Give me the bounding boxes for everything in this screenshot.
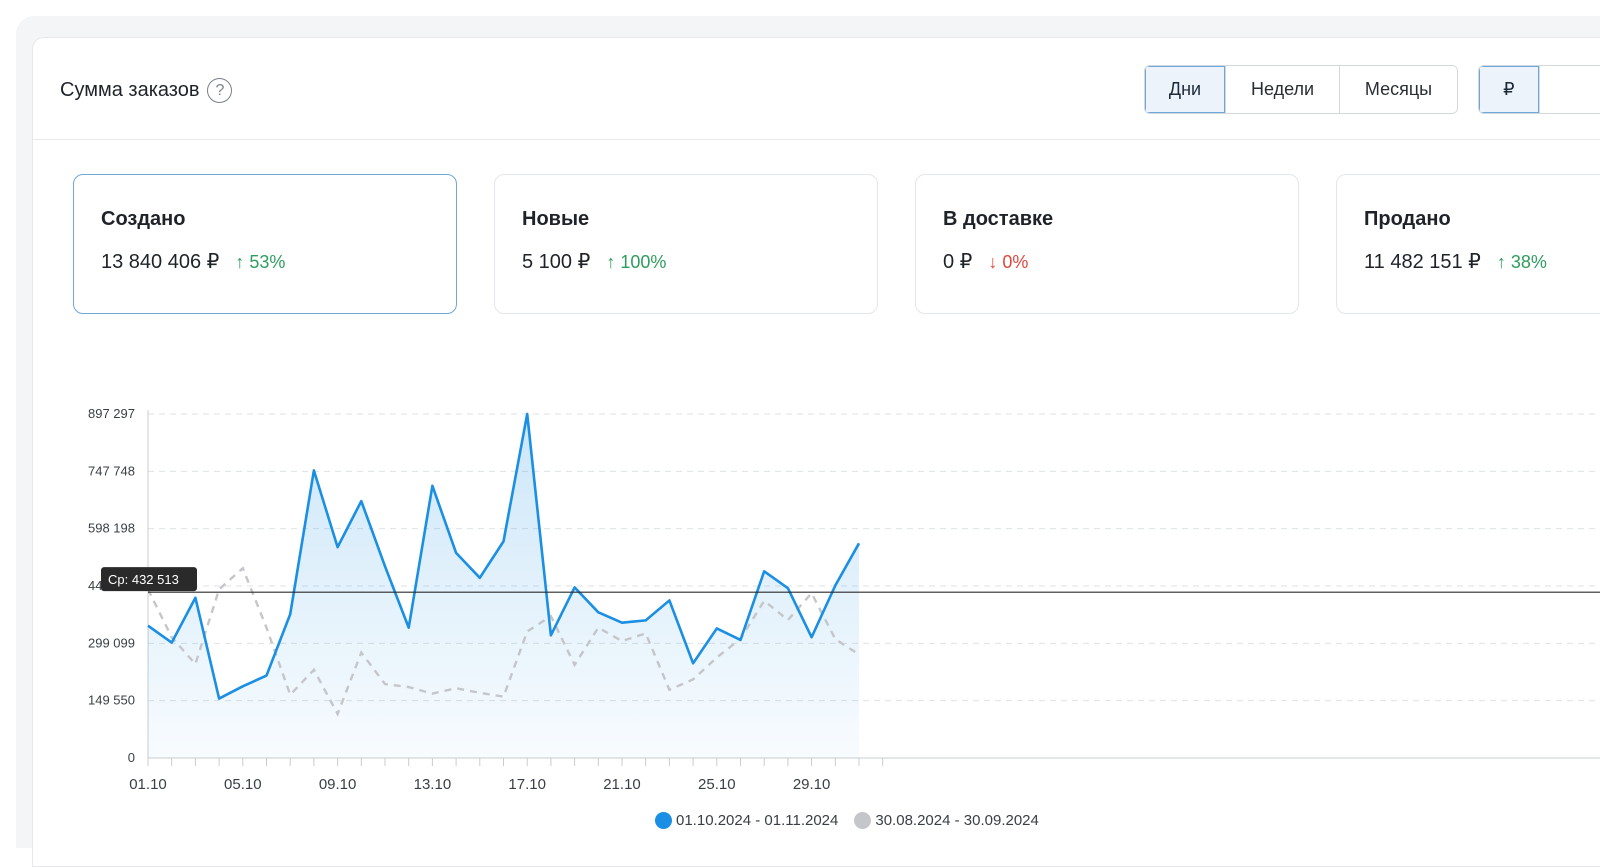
stat-delta: ↑ 100% (606, 252, 667, 272)
x-tick-label: 17.10 (508, 776, 546, 793)
widget-header: Сумма заказов ? Дни Недели Месяцы ₽ (33, 38, 1600, 140)
y-tick-label: 299 099 (88, 635, 135, 650)
period-days-button[interactable]: Дни (1145, 66, 1226, 113)
orders-sum-widget: Сумма заказов ? Дни Недели Месяцы ₽ Созд… (32, 37, 1600, 867)
y-tick-label: 149 550 (88, 693, 135, 708)
stat-card-new[interactable]: Новые 5 100 ₽ ↑ 100% (494, 174, 878, 314)
legend-item-previous[interactable]: 30.08.2024 - 30.09.2024 (854, 812, 1039, 829)
stat-card-sold[interactable]: Продано 11 482 151 ₽ ↑ 38% (1336, 174, 1600, 314)
stat-value: 11 482 151 ₽ (1364, 251, 1481, 273)
currency-other-button[interactable] (1539, 66, 1600, 113)
x-tick-label: 21.10 (603, 776, 641, 793)
y-tick-label: 0 (128, 750, 135, 765)
y-tick-label: 598 198 (88, 521, 135, 536)
period-months-button[interactable]: Месяцы (1340, 66, 1457, 113)
legend-dot-icon (854, 812, 872, 829)
x-tick-label: 29.10 (793, 776, 831, 793)
legend-label: 01.10.2024 - 01.11.2024 (676, 812, 839, 829)
stat-name: Новые (522, 208, 590, 230)
stat-name: Создано (101, 208, 186, 230)
widget-title: Сумма заказов ? (60, 78, 233, 103)
currency-switch: ₽ (1478, 65, 1600, 114)
help-icon[interactable]: ? (207, 78, 233, 103)
stat-name: В доставке (943, 208, 1054, 230)
x-tick-label: 05.10 (224, 776, 262, 793)
widget-title-text: Сумма заказов (60, 79, 200, 101)
legend-dot-icon (655, 812, 672, 829)
x-tick-label: 09.10 (319, 776, 357, 793)
average-label: Ср: 432 513 (108, 572, 179, 587)
x-tick-label: 01.10 (129, 776, 167, 793)
x-tick-label: 25.10 (698, 776, 736, 793)
stat-value: 5 100 ₽ (522, 251, 591, 273)
stat-card-in-delivery[interactable]: В доставке 0 ₽ ↓ 0% (915, 174, 1299, 314)
stat-delta: ↑ 38% (1496, 252, 1547, 272)
period-switch: Дни Недели Месяцы (1144, 65, 1458, 114)
y-tick-label: 747 748 (88, 463, 135, 478)
currency-rub-button[interactable]: ₽ (1479, 66, 1540, 113)
stat-name: Продано (1364, 208, 1451, 230)
stat-value: 0 ₽ (943, 251, 973, 273)
legend-label: 30.08.2024 - 30.09.2024 (875, 812, 1039, 829)
stat-card-created[interactable]: Создано 13 840 406 ₽ ↑ 53% (73, 174, 457, 314)
stat-delta: ↑ 53% (235, 252, 286, 272)
x-tick-label: 13.10 (414, 776, 452, 793)
chart-legend: 01.10.2024 - 01.11.2024 30.08.2024 - 30.… (655, 812, 1039, 829)
series-area (148, 414, 859, 758)
period-weeks-button[interactable]: Недели (1226, 66, 1340, 113)
stat-value: 13 840 406 ₽ (101, 251, 220, 273)
average-badge (101, 567, 197, 592)
legend-item-current[interactable]: 01.10.2024 - 01.11.2024 (655, 812, 838, 829)
y-tick-label: 897 297 (88, 406, 135, 421)
series-line-current (147, 412, 861, 700)
stat-delta: ↓ 0% (988, 252, 1029, 272)
